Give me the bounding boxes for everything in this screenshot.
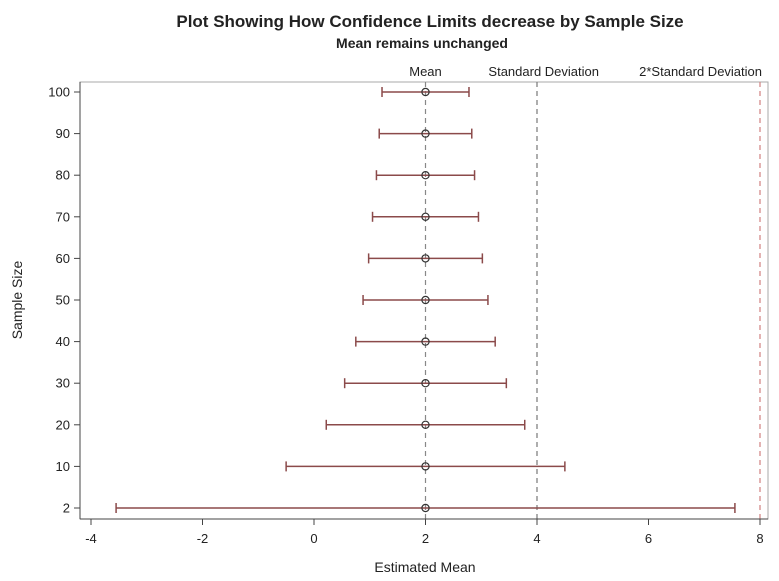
reference-label: 2*Standard Deviation bbox=[639, 64, 762, 79]
chart-subtitle: Mean remains unchanged bbox=[336, 35, 508, 51]
x-tick-label: 4 bbox=[533, 531, 540, 546]
mean-marker bbox=[421, 87, 430, 97]
mean-marker bbox=[421, 295, 430, 305]
chart-title: Plot Showing How Confidence Limits decre… bbox=[176, 12, 683, 31]
mean-marker bbox=[421, 503, 430, 513]
y-tick-label: 30 bbox=[56, 376, 70, 391]
mean-marker bbox=[421, 337, 430, 346]
y-tick-label: 60 bbox=[56, 251, 70, 266]
reference-labels: Mean Standard Deviation 2*Standard Deviati… bbox=[409, 64, 762, 79]
y-tick-label: 50 bbox=[56, 293, 70, 308]
reference-label: Standard Deviation bbox=[488, 64, 599, 79]
x-tick-label: 2 bbox=[422, 531, 429, 546]
y-tick-label: 40 bbox=[56, 334, 70, 349]
x-tick-label: 8 bbox=[756, 531, 763, 546]
y-tick-label: 70 bbox=[56, 209, 70, 224]
mean-marker bbox=[421, 420, 430, 429]
reference-label: Mean bbox=[409, 64, 442, 79]
y-tick-label: 20 bbox=[56, 417, 70, 432]
x-tick-label: -2 bbox=[197, 531, 209, 546]
mean-markers bbox=[421, 87, 430, 513]
x-tick-label: 6 bbox=[645, 531, 652, 546]
mean-marker bbox=[421, 254, 430, 263]
mean-marker bbox=[421, 212, 430, 221]
y-tick-label: 10 bbox=[56, 459, 70, 474]
x-tick-label: 0 bbox=[310, 531, 317, 546]
mean-marker bbox=[421, 462, 430, 471]
y-axis-label: Sample Size bbox=[9, 260, 25, 339]
x-axis: -4 -2 0 2 4 6 8 bbox=[80, 518, 768, 546]
y-tick-label: 100 bbox=[48, 85, 70, 100]
error-bars bbox=[115, 87, 736, 513]
x-tick-label: -4 bbox=[85, 531, 97, 546]
mean-marker bbox=[421, 170, 430, 180]
x-axis-label: Estimated Mean bbox=[374, 559, 475, 575]
y-tick-label: 2 bbox=[63, 501, 70, 516]
y-tick-label: 80 bbox=[56, 168, 70, 183]
mean-marker bbox=[421, 379, 430, 388]
mean-marker bbox=[421, 129, 430, 138]
y-axis: 2 10 20 30 40 50 60 70 80 90 100 bbox=[48, 82, 81, 519]
y-tick-label: 90 bbox=[56, 126, 70, 141]
